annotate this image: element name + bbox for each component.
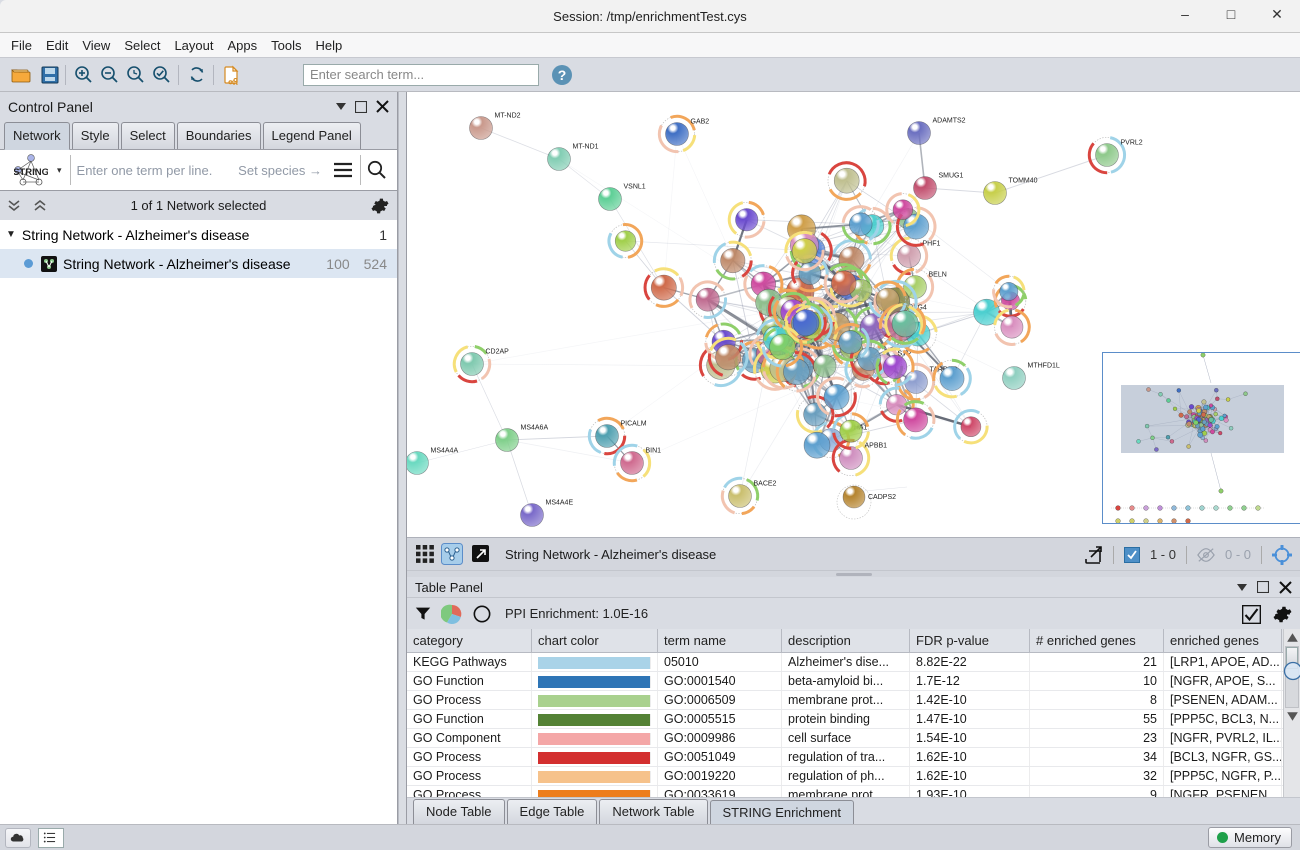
svg-text:CD2AP: CD2AP [486, 349, 510, 356]
svg-text:PHF1: PHF1 [923, 241, 941, 248]
svg-text:MS4A4E: MS4A4E [546, 500, 574, 507]
svg-text:MTHFD1L: MTHFD1L [1028, 363, 1060, 370]
svg-text:GAB2: GAB2 [691, 119, 710, 126]
svg-text:ADAMTS2: ADAMTS2 [933, 118, 966, 125]
svg-text:MT-ND2: MT-ND2 [495, 113, 521, 120]
svg-text:MS4A6A: MS4A6A [521, 425, 549, 432]
svg-text:CADPS2: CADPS2 [868, 494, 896, 501]
svg-text:PVRL2: PVRL2 [1121, 140, 1143, 147]
svg-text:STRING: STRING [14, 167, 48, 178]
svg-text:SMUG1: SMUG1 [939, 173, 964, 180]
svg-text:BELN: BELN [929, 272, 947, 279]
svg-text:BACE2: BACE2 [754, 481, 777, 488]
svg-text:MS4A4A: MS4A4A [431, 448, 459, 455]
svg-text:TOMM40: TOMM40 [1009, 178, 1038, 185]
svg-text:MT-ND1: MT-ND1 [573, 144, 599, 151]
svg-text:PICALM: PICALM [621, 421, 647, 428]
svg-text:BIN1: BIN1 [646, 448, 662, 455]
svg-text:?: ? [558, 67, 567, 83]
svg-text:VSNL1: VSNL1 [624, 184, 646, 191]
svg-text:APBB1: APBB1 [865, 443, 888, 450]
